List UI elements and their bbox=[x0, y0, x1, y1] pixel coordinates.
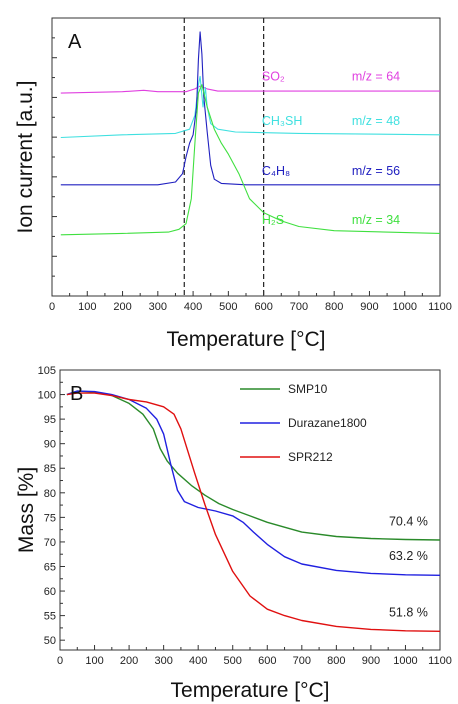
series-line-2 bbox=[60, 31, 440, 186]
series-mz-label: m/z = 48 bbox=[352, 114, 400, 128]
y-tick-label: 60 bbox=[44, 586, 56, 598]
x-tick-label: 500 bbox=[219, 301, 237, 313]
series-line-2 bbox=[66, 392, 441, 632]
x-tick-label: 400 bbox=[184, 301, 202, 313]
y-tick-label: 105 bbox=[38, 365, 56, 377]
x-tick-label: 600 bbox=[258, 655, 276, 667]
series-line-1 bbox=[60, 75, 441, 139]
panel-b-x-axis-title: Temperature [°C] bbox=[171, 679, 330, 702]
y-tick-label: 100 bbox=[38, 390, 56, 402]
x-tick-label: 800 bbox=[327, 655, 345, 667]
panel-a-letter: A bbox=[68, 31, 82, 53]
x-tick-label: 1100 bbox=[428, 301, 452, 313]
panel-b-legend: SMP10 Durazane1800 SPR212 bbox=[240, 382, 367, 464]
legend-label: Durazane1800 bbox=[288, 416, 367, 430]
final-mass-label: 63.2 % bbox=[389, 549, 428, 563]
panel-b-end-labels: 70.4 % 63.2 % 51.8 % bbox=[389, 515, 428, 620]
y-tick-label: 55 bbox=[44, 611, 56, 623]
x-tick-label: 1100 bbox=[428, 655, 452, 667]
series-name-label: CH₃SH bbox=[262, 114, 303, 128]
panel-a-series bbox=[60, 31, 441, 236]
series-line-0 bbox=[66, 390, 441, 541]
y-tick-label: 90 bbox=[44, 439, 56, 451]
y-tick-label: 85 bbox=[44, 463, 56, 475]
final-mass-label: 51.8 % bbox=[389, 606, 428, 620]
panel-b-x-ticks: 0 100 200 300 400 500 600 700 800 900 1000 1100 bbox=[57, 645, 452, 667]
panel-b-y-ticks: 50 55 60 65 70 75 80 85 90 95 100 105 bbox=[38, 365, 65, 647]
x-tick-label: 0 bbox=[49, 301, 55, 313]
y-tick-label: 70 bbox=[44, 537, 56, 549]
series-line-3 bbox=[60, 84, 441, 236]
y-tick-label: 80 bbox=[44, 488, 56, 500]
x-tick-label: 900 bbox=[362, 655, 380, 667]
x-tick-label: 500 bbox=[224, 655, 242, 667]
series-mz-label: m/z = 34 bbox=[352, 213, 400, 227]
x-tick-label: 100 bbox=[78, 301, 96, 313]
legend-label: SPR212 bbox=[288, 450, 333, 464]
y-tick-label: 75 bbox=[44, 512, 56, 524]
y-tick-label: 95 bbox=[44, 414, 56, 426]
panel-a-y-axis-title: Ion current [a.u.] bbox=[14, 81, 37, 234]
final-mass-label: 70.4 % bbox=[389, 515, 428, 529]
x-tick-label: 900 bbox=[360, 301, 378, 313]
x-tick-label: 1000 bbox=[392, 301, 416, 313]
panel-a-frame bbox=[51, 17, 441, 297]
panel-a-x-axis-title: Temperature [°C] bbox=[167, 328, 326, 351]
panel-b-letter: B bbox=[70, 383, 83, 405]
x-tick-label: 200 bbox=[113, 301, 131, 313]
x-tick-label: 300 bbox=[154, 655, 172, 667]
panel-b-series bbox=[66, 390, 441, 632]
series-name-label: H₂S bbox=[262, 213, 284, 227]
series-name-label: SO₂ bbox=[262, 70, 285, 84]
x-tick-label: 700 bbox=[293, 655, 311, 667]
x-tick-label: 400 bbox=[189, 655, 207, 667]
panel-a-x-ticks: 0 100 200 300 400 500 600 700 800 900 1000 1100 bbox=[49, 291, 452, 313]
y-tick-label: 50 bbox=[44, 635, 56, 647]
x-tick-label: 600 bbox=[254, 301, 272, 313]
x-tick-label: 100 bbox=[85, 655, 103, 667]
series-mz-label: m/z = 64 bbox=[352, 70, 400, 84]
panel-a-chart: 0 100 200 300 400 500 600 700 800 900 1000 1100 SO₂… bbox=[14, 17, 452, 351]
panel-a-y-ticks bbox=[52, 17, 57, 277]
series-mz-label: m/z = 56 bbox=[352, 164, 400, 178]
x-tick-label: 0 bbox=[57, 655, 63, 667]
panel-a-dashed-lines bbox=[183, 18, 265, 296]
x-tick-label: 800 bbox=[325, 301, 343, 313]
panel-b-y-axis-title: Mass [%] bbox=[15, 467, 38, 553]
series-name-label: C₄H₈ bbox=[262, 164, 290, 178]
series-line-0 bbox=[60, 85, 440, 94]
x-tick-label: 200 bbox=[120, 655, 138, 667]
panel-b-chart: 0 100 200 300 400 500 600 700 800 900 1000 1100 505… bbox=[15, 365, 452, 702]
y-tick-label: 65 bbox=[44, 561, 56, 573]
x-tick-label: 300 bbox=[149, 301, 167, 313]
panel-b-frame bbox=[59, 369, 441, 651]
panel-a-series-labels: SO₂ m/z = 64 CH₃SH m/z = 48 C₄H₈ m/z = 56 H₂S m… bbox=[262, 70, 400, 227]
x-tick-label: 700 bbox=[290, 301, 308, 313]
x-tick-label: 1000 bbox=[393, 655, 417, 667]
series-line-1 bbox=[66, 390, 441, 576]
legend-label: SMP10 bbox=[288, 382, 328, 396]
